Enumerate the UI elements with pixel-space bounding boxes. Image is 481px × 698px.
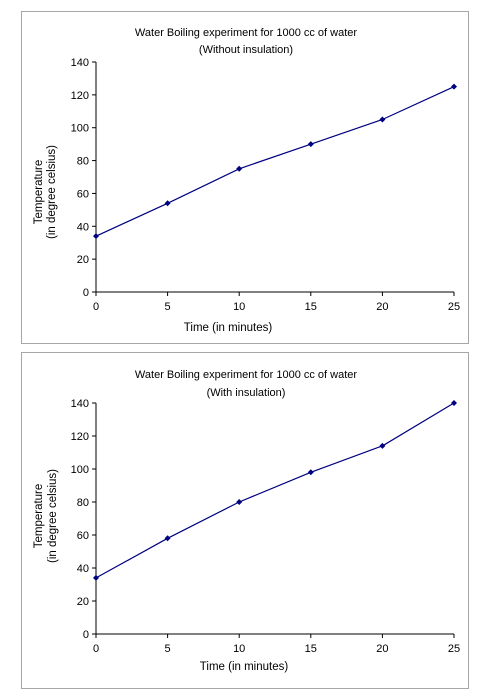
x-tick-label: 25 xyxy=(448,301,460,313)
data-point xyxy=(164,535,171,542)
data-point xyxy=(93,233,99,240)
y-tick-label: 100 xyxy=(71,464,89,476)
y-tick-label: 140 xyxy=(71,57,89,69)
data-point xyxy=(451,400,457,406)
x-tick-label: 5 xyxy=(165,643,171,655)
x-tick-label: 10 xyxy=(233,301,245,313)
data-point xyxy=(236,499,243,505)
data-point xyxy=(307,469,314,476)
x-axis-title: Time (in minutes) xyxy=(200,661,289,673)
data-point xyxy=(379,442,386,449)
y-tick-label: 0 xyxy=(83,629,89,641)
y-axis-title-line-2: (in degree celsius) xyxy=(47,469,59,563)
x-axis-title: Time (in minutes) xyxy=(184,322,273,334)
y-tick-label: 80 xyxy=(77,156,89,168)
y-tick-label: 80 xyxy=(77,497,89,509)
data-point xyxy=(93,574,99,581)
data-point xyxy=(379,116,386,123)
chart-with-insulation: Water Boiling experiment for 1000 cc of … xyxy=(33,369,460,673)
chart-subtitle: (With insulation) xyxy=(207,387,286,399)
x-tick-label: 5 xyxy=(165,301,171,313)
y-axis-title-line-1: Temperature xyxy=(33,484,45,549)
x-tick-label: 0 xyxy=(93,301,99,313)
y-axis-title-line-2: (in degree celsius) xyxy=(46,145,58,239)
data-point xyxy=(164,200,171,207)
x-tick-label: 10 xyxy=(233,643,245,655)
y-tick-label: 140 xyxy=(71,398,89,410)
y-tick-label: 60 xyxy=(77,530,89,542)
plot-area: 0 20 40 60 80 100 120 140 0 5 10 15 20 25 xyxy=(71,57,460,313)
y-tick-label: 0 xyxy=(83,287,89,299)
data-point xyxy=(451,83,457,90)
y-tick-label: 60 xyxy=(77,188,89,200)
plot-area: 0 20 40 60 80 100 120 140 0 5 10 15 20 25 xyxy=(71,398,460,655)
y-tick-label: 100 xyxy=(71,123,89,135)
series-line xyxy=(95,86,455,237)
y-tick-label: 20 xyxy=(77,596,89,608)
chart-without-insulation: Water Boiling experiment for 1000 cc of … xyxy=(33,27,460,334)
chart-panel-with-insulation: Water Boiling experiment for 1000 cc of … xyxy=(21,352,469,689)
x-tick-label: 25 xyxy=(448,643,460,655)
y-tick-label: 120 xyxy=(71,431,89,443)
chart-subtitle: (Without insulation) xyxy=(199,44,293,56)
y-tick-label: 120 xyxy=(71,90,89,102)
y-tick-label: 40 xyxy=(77,221,89,233)
x-tick-label: 0 xyxy=(93,643,99,655)
x-tick-label: 20 xyxy=(376,301,388,313)
x-tick-label: 15 xyxy=(305,301,317,313)
data-point xyxy=(307,141,314,148)
y-axis-title-line-1: Temperature xyxy=(33,160,45,225)
y-tick-label: 40 xyxy=(77,563,89,575)
chart-title: Water Boiling experiment for 1000 cc of … xyxy=(135,27,357,39)
chart-title: Water Boiling experiment for 1000 cc of … xyxy=(135,369,357,381)
chart-panel-without-insulation: Water Boiling experiment for 1000 cc of … xyxy=(21,11,469,344)
x-tick-label: 15 xyxy=(305,643,317,655)
y-tick-label: 20 xyxy=(77,254,89,266)
x-tick-label: 20 xyxy=(376,643,388,655)
data-point xyxy=(236,165,243,172)
series-line xyxy=(95,402,455,579)
